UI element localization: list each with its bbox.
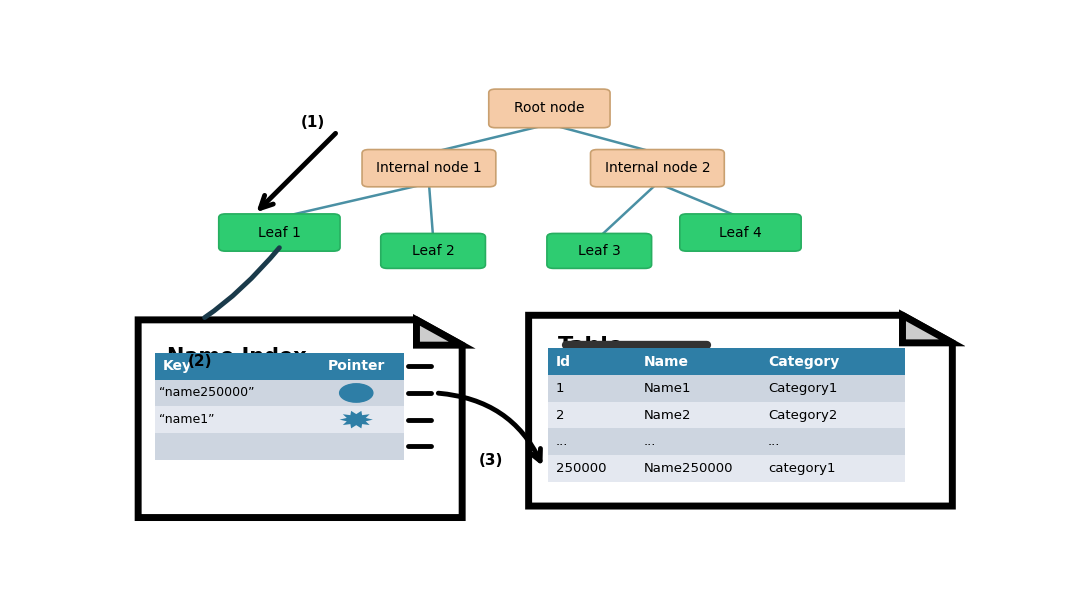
FancyBboxPatch shape <box>548 429 905 455</box>
FancyBboxPatch shape <box>548 455 905 482</box>
Text: Key: Key <box>163 359 192 373</box>
Text: Category1: Category1 <box>768 382 837 395</box>
FancyBboxPatch shape <box>219 214 340 251</box>
Text: Category2: Category2 <box>768 408 837 421</box>
Text: Leaf 4: Leaf 4 <box>719 226 762 239</box>
FancyBboxPatch shape <box>547 233 652 269</box>
Text: Name Index: Name Index <box>167 347 307 368</box>
PathPatch shape <box>138 320 462 518</box>
Text: Internal node 1: Internal node 1 <box>376 161 481 175</box>
Text: 1: 1 <box>556 382 565 395</box>
Text: Leaf 3: Leaf 3 <box>578 244 621 258</box>
Text: Category: Category <box>768 355 839 369</box>
Text: (1): (1) <box>300 115 325 131</box>
FancyBboxPatch shape <box>680 214 801 251</box>
Text: Root node: Root node <box>515 101 584 115</box>
Text: Table: Table <box>557 336 624 356</box>
FancyBboxPatch shape <box>154 353 404 380</box>
Circle shape <box>340 384 373 402</box>
Text: Name250000: Name250000 <box>643 462 733 475</box>
Polygon shape <box>340 411 373 429</box>
Text: (2): (2) <box>188 354 212 369</box>
FancyBboxPatch shape <box>591 150 725 187</box>
PathPatch shape <box>528 315 952 506</box>
Text: Leaf 1: Leaf 1 <box>258 226 301 239</box>
Text: “name1”: “name1” <box>159 413 214 426</box>
Text: Name: Name <box>643 355 688 369</box>
Text: Internal node 2: Internal node 2 <box>605 161 711 175</box>
Text: Id: Id <box>556 355 571 369</box>
Text: Pointer: Pointer <box>328 359 385 373</box>
Text: Leaf 2: Leaf 2 <box>412 244 455 258</box>
Text: ...: ... <box>643 435 656 448</box>
Text: (3): (3) <box>479 453 503 467</box>
FancyBboxPatch shape <box>154 407 404 433</box>
Text: 250000: 250000 <box>556 462 607 475</box>
Text: Name1: Name1 <box>643 382 690 395</box>
FancyBboxPatch shape <box>362 150 496 187</box>
FancyBboxPatch shape <box>154 380 404 407</box>
Text: category1: category1 <box>768 462 835 475</box>
Text: ...: ... <box>556 435 568 448</box>
FancyArrowPatch shape <box>438 393 540 461</box>
Polygon shape <box>416 320 462 345</box>
Text: Name2: Name2 <box>643 408 690 421</box>
Text: “name250000”: “name250000” <box>159 386 254 399</box>
FancyBboxPatch shape <box>548 402 905 429</box>
FancyBboxPatch shape <box>154 433 404 460</box>
Polygon shape <box>903 315 952 343</box>
FancyBboxPatch shape <box>548 375 905 402</box>
FancyBboxPatch shape <box>548 349 905 375</box>
FancyBboxPatch shape <box>489 89 610 128</box>
Text: ...: ... <box>768 435 780 448</box>
Text: 2: 2 <box>556 408 565 421</box>
FancyBboxPatch shape <box>381 233 486 269</box>
